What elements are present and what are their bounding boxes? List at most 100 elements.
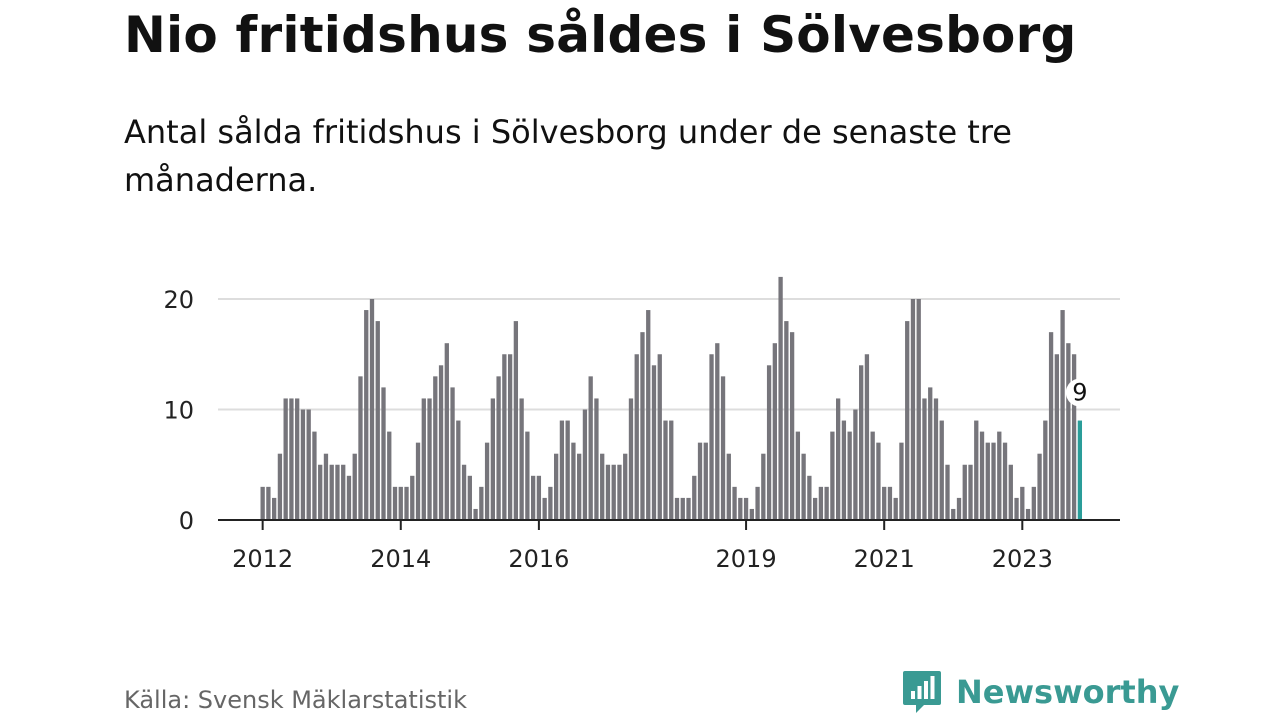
gridlines [218, 298, 1120, 411]
bar [651, 365, 657, 520]
bar [910, 299, 916, 520]
bar [985, 442, 990, 520]
bar [761, 453, 766, 520]
bar [801, 453, 806, 520]
bar [841, 420, 847, 520]
bar [657, 354, 662, 520]
bar [600, 453, 605, 520]
bar [536, 475, 542, 520]
bar [755, 486, 760, 520]
bar [554, 453, 559, 520]
bar [1020, 486, 1025, 520]
bar [312, 431, 317, 520]
bar [928, 387, 933, 520]
bar [789, 332, 795, 520]
bar [617, 464, 622, 520]
bar [680, 497, 685, 520]
bar [507, 354, 513, 520]
bar [905, 321, 910, 520]
bar [358, 376, 363, 520]
bar [295, 398, 300, 520]
bar [577, 453, 582, 520]
x-tick-label: 2021 [854, 545, 915, 573]
bar [830, 431, 835, 520]
bar [444, 343, 449, 520]
bar [398, 486, 403, 520]
bar [1066, 343, 1071, 520]
bar [674, 497, 680, 520]
bar [916, 299, 921, 520]
bar [991, 442, 996, 520]
bar [571, 442, 576, 520]
bar [266, 486, 271, 520]
bar [565, 420, 570, 520]
bar [421, 398, 426, 520]
bar [732, 486, 737, 520]
bar [346, 475, 352, 520]
y-tick-label: 10 [163, 397, 194, 425]
labels: 0 10 20 2012 2014 2016 2019 2021 2023 9 [163, 286, 1094, 573]
bar [369, 299, 375, 520]
bar [490, 398, 495, 520]
bar [323, 453, 329, 520]
bar [824, 486, 829, 520]
bar [404, 486, 409, 520]
brand-name: Newsworthy [956, 673, 1180, 711]
bar [283, 398, 288, 520]
bar [749, 508, 754, 520]
bar [473, 508, 478, 520]
bar [933, 398, 939, 520]
bar [1031, 486, 1036, 520]
bar [1002, 442, 1008, 520]
chart-title: Nio fritidshus såldes i Sölvesborg [124, 6, 1077, 64]
bar [559, 420, 565, 520]
bar [968, 464, 973, 520]
bar [260, 486, 265, 520]
bar [456, 420, 461, 520]
bar [1071, 354, 1077, 520]
bar [410, 475, 415, 520]
bar [847, 431, 852, 520]
bar [277, 453, 283, 520]
bar [467, 475, 472, 520]
bar [864, 354, 870, 520]
bar [530, 475, 536, 520]
bar [438, 365, 444, 520]
bar [289, 398, 294, 520]
source-note: Källa: Svensk Mäklarstatistik [124, 686, 467, 714]
bar [542, 497, 547, 520]
bar [979, 431, 985, 520]
bar [548, 486, 553, 520]
bar [893, 497, 898, 520]
bar [628, 398, 634, 520]
chart-subtitle: Antal sålda fritidshus i Sölvesborg unde… [124, 113, 1012, 199]
bar [427, 398, 432, 520]
bar [623, 453, 628, 520]
bar [605, 464, 611, 520]
bar [669, 420, 674, 520]
bar [1060, 310, 1065, 520]
bar [640, 332, 645, 520]
bar [853, 409, 858, 520]
bar [778, 276, 783, 520]
bar [1043, 420, 1048, 520]
bar [697, 442, 703, 520]
highlight-bar [1077, 420, 1083, 520]
bar [375, 321, 380, 520]
highlight-label: 9 [1065, 378, 1094, 407]
bar [726, 453, 731, 520]
bar [772, 343, 777, 520]
bar [692, 475, 697, 520]
bar [502, 354, 507, 520]
bars [260, 276, 1083, 520]
bar [784, 321, 789, 520]
bar [812, 497, 818, 520]
bar [882, 486, 887, 520]
bar [634, 354, 639, 520]
brand-logo: Newsworthy [902, 670, 1179, 714]
bar [519, 398, 524, 520]
bar [720, 376, 726, 520]
bar [582, 409, 588, 520]
bar [709, 354, 714, 520]
bar [479, 486, 484, 520]
